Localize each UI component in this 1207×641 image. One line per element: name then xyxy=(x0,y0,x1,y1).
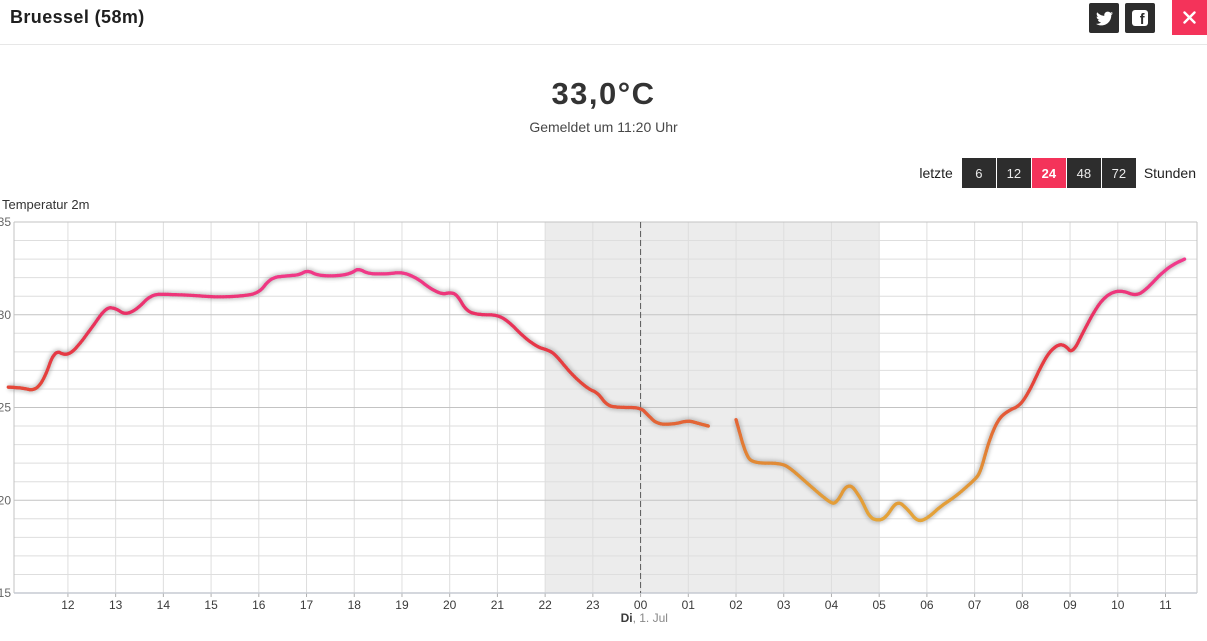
range-suffix-label: Stunden xyxy=(1143,165,1196,181)
temp-line-segment_2 xyxy=(734,257,1187,523)
x-axis-labels: 12 13 14 15 16 17 18 19 20 21 22 23 00 01 02 03 04 05 06 07… xyxy=(61,598,1172,612)
hour-range-selector: letzte 6 12 24 48 72 Stunden xyxy=(911,158,1204,188)
svg-text:01: 01 xyxy=(682,598,696,612)
svg-text:05: 05 xyxy=(872,598,886,612)
range-button-6[interactable]: 6 xyxy=(961,158,996,188)
svg-text:17: 17 xyxy=(300,598,314,612)
svg-text:21: 21 xyxy=(491,598,505,612)
svg-text:09: 09 xyxy=(1063,598,1077,612)
reported-time: Gemeldet um 11:20 Uhr xyxy=(529,119,678,135)
svg-text:13: 13 xyxy=(109,598,123,612)
page-title: Bruessel (58m) xyxy=(10,7,145,27)
y-axis-labels: 35 30 25 20 15 xyxy=(0,215,11,600)
svg-text:02: 02 xyxy=(729,598,743,612)
svg-text:35: 35 xyxy=(0,215,11,229)
svg-text:06: 06 xyxy=(920,598,934,612)
svg-text:19: 19 xyxy=(395,598,409,612)
svg-text:15: 15 xyxy=(0,586,11,600)
range-button-72[interactable]: 72 xyxy=(1101,158,1136,188)
svg-text:08: 08 xyxy=(1016,598,1030,612)
header-divider xyxy=(0,44,1207,45)
share-facebook-button[interactable]: f xyxy=(1125,3,1155,33)
svg-text:15: 15 xyxy=(204,598,218,612)
chart-title: Temperatur 2m xyxy=(2,197,90,212)
svg-text:14: 14 xyxy=(157,598,171,612)
svg-text:00: 00 xyxy=(634,598,648,612)
svg-text:25: 25 xyxy=(0,401,11,415)
range-button-12[interactable]: 12 xyxy=(996,158,1031,188)
date-label: Di, 1. Jul xyxy=(621,611,668,625)
twitter-icon xyxy=(1095,10,1113,27)
svg-text:12: 12 xyxy=(61,598,75,612)
svg-text:20: 20 xyxy=(443,598,457,612)
grid xyxy=(13,221,1198,597)
temp-line-segment_1 xyxy=(6,268,710,428)
current-temperature: 33,0°C xyxy=(551,76,656,111)
svg-text:03: 03 xyxy=(777,598,791,612)
facebook-icon: f xyxy=(1131,9,1149,27)
range-button-24[interactable]: 24 xyxy=(1031,158,1066,188)
close-icon xyxy=(1183,11,1196,24)
range-prefix-label: letzte xyxy=(919,165,953,181)
svg-text:16: 16 xyxy=(252,598,266,612)
svg-text:30: 30 xyxy=(0,308,11,322)
svg-text:22: 22 xyxy=(538,598,552,612)
current-reading: 33,0°C Gemeldet um 11:20 Uhr xyxy=(0,76,1207,135)
share-twitter-button[interactable] xyxy=(1089,3,1119,33)
svg-text:11: 11 xyxy=(1159,598,1172,612)
svg-text:20: 20 xyxy=(0,493,11,507)
range-buttons: 6 12 24 48 72 xyxy=(961,158,1136,188)
range-button-48[interactable]: 48 xyxy=(1066,158,1101,188)
svg-text:f: f xyxy=(1140,12,1145,27)
svg-text:04: 04 xyxy=(825,598,839,612)
svg-text:10: 10 xyxy=(1111,598,1125,612)
close-button[interactable] xyxy=(1172,0,1207,35)
svg-text:23: 23 xyxy=(586,598,600,612)
svg-text:07: 07 xyxy=(968,598,982,612)
svg-text:18: 18 xyxy=(348,598,362,612)
